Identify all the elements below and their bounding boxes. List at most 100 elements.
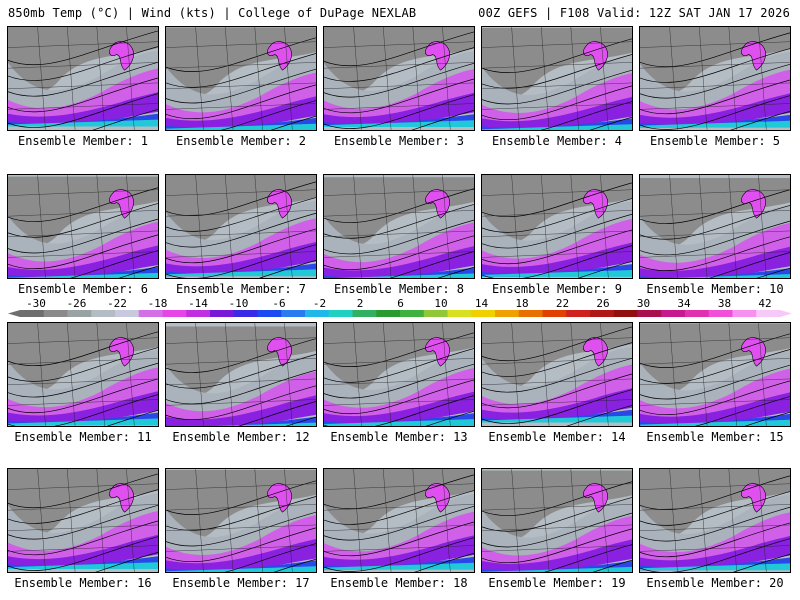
ensemble-member-map bbox=[7, 26, 159, 131]
colorbar-swatch bbox=[376, 310, 401, 317]
colorbar-swatch bbox=[400, 310, 425, 317]
valid-time-label: 00Z GEFS | F108 Valid: 12Z SAT JAN 17 20… bbox=[478, 6, 790, 20]
temperature-field-map bbox=[640, 323, 790, 426]
colorbar-swatch bbox=[518, 310, 543, 317]
colorbar-swatch bbox=[210, 310, 235, 317]
ensemble-member-map bbox=[639, 468, 791, 573]
ensemble-member-map bbox=[639, 174, 791, 279]
colorbar-tick-label: -10 bbox=[228, 297, 249, 310]
temperature-field-map bbox=[8, 27, 158, 130]
temperature-field-map bbox=[482, 27, 632, 130]
colorbar-max-arrow bbox=[780, 310, 792, 317]
colorbar-swatch bbox=[352, 310, 377, 317]
ensemble-member-map bbox=[481, 322, 633, 427]
colorbar-swatch bbox=[91, 310, 116, 317]
temperature-field-map bbox=[8, 469, 158, 572]
ensemble-member-caption: Ensemble Member: 18 bbox=[330, 576, 468, 590]
colorbar-tick-label: -26 bbox=[66, 297, 87, 310]
ensemble-member-caption: Ensemble Member: 16 bbox=[14, 576, 152, 590]
colorbar-swatch bbox=[115, 310, 140, 317]
ensemble-member-caption: Ensemble Member: 10 bbox=[646, 282, 784, 296]
ensemble-member-map bbox=[481, 468, 633, 573]
colorbar-swatch bbox=[20, 310, 45, 317]
colorbar-swatch bbox=[471, 310, 496, 317]
ensemble-member-map bbox=[323, 174, 475, 279]
colorbar-tick-label: 34 bbox=[677, 297, 691, 310]
colorbar-tick-label: 42 bbox=[758, 297, 772, 310]
colorbar-swatch bbox=[162, 310, 187, 317]
temperature-colorbar bbox=[8, 310, 792, 317]
colorbar-swatch bbox=[495, 310, 520, 317]
colorbar-tick-label: 26 bbox=[596, 297, 610, 310]
ensemble-member-caption: Ensemble Member: 12 bbox=[172, 430, 310, 444]
temperature-field-map bbox=[482, 469, 632, 572]
colorbar-swatch bbox=[305, 310, 330, 317]
ensemble-member-caption: Ensemble Member: 14 bbox=[488, 430, 626, 444]
ensemble-member-caption: Ensemble Member: 19 bbox=[488, 576, 626, 590]
colorbar-swatch bbox=[423, 310, 448, 317]
temperature-field-map bbox=[166, 469, 316, 572]
temperature-field-map bbox=[324, 323, 474, 426]
ensemble-member-caption: Ensemble Member: 7 bbox=[175, 282, 307, 296]
colorbar-tick-label: 38 bbox=[717, 297, 732, 310]
ensemble-member-map bbox=[165, 322, 317, 427]
ensemble-member-map bbox=[323, 322, 475, 427]
ensemble-member-caption: Ensemble Member: 20 bbox=[646, 576, 784, 590]
ensemble-member-map bbox=[165, 26, 317, 131]
ensemble-member-map bbox=[323, 26, 475, 131]
colorbar-tick-label: -14 bbox=[188, 297, 208, 310]
colorbar-tick-label: -22 bbox=[107, 297, 127, 310]
colorbar-tick-label: 10 bbox=[434, 297, 448, 310]
temperature-field-map bbox=[640, 469, 790, 572]
colorbar-tick-label: -2 bbox=[312, 297, 327, 310]
colorbar-swatch bbox=[43, 310, 68, 317]
ensemble-member-map bbox=[323, 468, 475, 573]
ensemble-member-map bbox=[7, 322, 159, 427]
ensemble-member-map bbox=[481, 174, 633, 279]
ensemble-member-caption: Ensemble Member: 2 bbox=[175, 134, 307, 148]
colorbar-swatch bbox=[257, 310, 282, 317]
colorbar-swatch bbox=[447, 310, 472, 317]
temperature-field-map bbox=[166, 323, 316, 426]
ensemble-member-caption: Ensemble Member: 6 bbox=[17, 282, 149, 296]
colorbar-swatch bbox=[138, 310, 163, 317]
ensemble-member-map bbox=[639, 26, 791, 131]
temperature-field-map bbox=[8, 175, 158, 278]
colorbar-swatch bbox=[186, 310, 211, 317]
temperature-field-map bbox=[166, 27, 316, 130]
colorbar-swatch bbox=[233, 310, 258, 317]
ensemble-member-caption: Ensemble Member: 5 bbox=[649, 134, 781, 148]
temperature-field-map bbox=[166, 175, 316, 278]
colorbar-tick-label: -6 bbox=[272, 297, 286, 310]
colorbar-swatch bbox=[566, 310, 591, 317]
colorbar-swatch bbox=[542, 310, 567, 317]
ensemble-member-caption: Ensemble Member: 13 bbox=[330, 430, 468, 444]
temperature-field-map bbox=[640, 27, 790, 130]
temperature-field-map bbox=[482, 323, 632, 426]
colorbar-tick-label: 6 bbox=[397, 297, 404, 310]
ensemble-member-caption: Ensemble Member: 1 bbox=[17, 134, 149, 148]
temperature-field-map bbox=[482, 175, 632, 278]
ensemble-member-map bbox=[7, 174, 159, 279]
colorbar-swatch bbox=[637, 310, 662, 317]
colorbar-tick-label: -30 bbox=[26, 297, 46, 310]
colorbar-swatch bbox=[281, 310, 306, 317]
colorbar-tick-label: 18 bbox=[515, 297, 529, 310]
colorbar-swatch bbox=[590, 310, 615, 317]
colorbar-min-arrow bbox=[8, 310, 20, 317]
colorbar-swatch bbox=[661, 310, 686, 317]
temperature-field-map bbox=[324, 469, 474, 572]
colorbar-swatch bbox=[708, 310, 733, 317]
ensemble-member-caption: Ensemble Member: 8 bbox=[333, 282, 465, 296]
ensemble-member-caption: Ensemble Member: 17 bbox=[172, 576, 310, 590]
ensemble-member-map bbox=[165, 468, 317, 573]
colorbar-swatch bbox=[756, 310, 781, 317]
colorbar-swatch bbox=[685, 310, 710, 317]
chart-title: 850mb Temp (°C) | Wind (kts) | College o… bbox=[8, 6, 417, 20]
ensemble-member-map bbox=[481, 26, 633, 131]
colorbar-swatch bbox=[613, 310, 638, 317]
ensemble-member-caption: Ensemble Member: 4 bbox=[491, 134, 623, 148]
temperature-field-map bbox=[640, 175, 790, 278]
colorbar-tick-label: 22 bbox=[555, 297, 570, 310]
ensemble-member-caption: Ensemble Member: 9 bbox=[491, 282, 623, 296]
